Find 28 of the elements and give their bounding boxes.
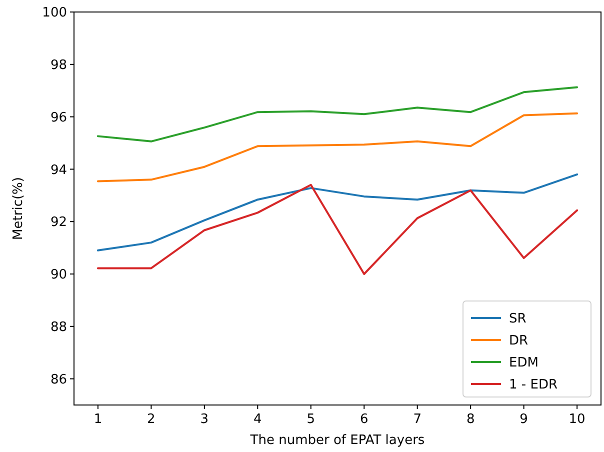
y-tick-label: 86 xyxy=(50,372,67,388)
x-tick-label: 5 xyxy=(306,412,316,427)
x-tick-label: 6 xyxy=(360,412,368,427)
x-tick-label: 2 xyxy=(147,412,156,427)
x-tick-label: 1 xyxy=(94,412,102,427)
legend-label: DR xyxy=(509,334,528,349)
x-tick-label: 10 xyxy=(568,412,586,427)
y-tick-label: 90 xyxy=(50,268,67,283)
x-tick-label: 8 xyxy=(466,412,475,427)
y-tick-label: 100 xyxy=(42,6,67,21)
y-tick-label: 92 xyxy=(50,215,67,230)
x-axis-title: The number of EPAT layers xyxy=(249,433,425,448)
x-tick-label: 9 xyxy=(520,412,528,427)
x-tick-label: 7 xyxy=(413,412,422,427)
y-tick-label: 88 xyxy=(50,320,67,335)
y-tick-label: 98 xyxy=(50,58,67,73)
y-axis-title: Metric(%) xyxy=(11,177,26,240)
legend-label: SR xyxy=(509,312,526,327)
line-series xyxy=(96,112,578,182)
y-tick-label: 94 xyxy=(50,162,67,178)
line-series xyxy=(96,86,578,142)
x-tick-label: 4 xyxy=(254,412,262,427)
line-series xyxy=(96,184,578,275)
legend-label: 1 - EDR xyxy=(509,378,558,393)
x-tick-label: 3 xyxy=(200,412,209,427)
legend-label: EDM xyxy=(509,356,538,371)
y-tick-label: 96 xyxy=(50,110,67,126)
line-series xyxy=(96,173,578,252)
